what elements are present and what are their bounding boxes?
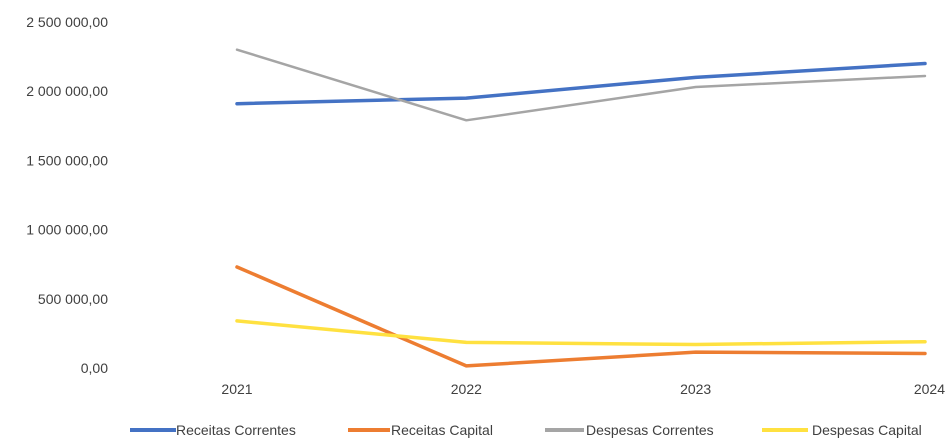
x-tick-label: 2021 bbox=[221, 381, 252, 397]
y-tick-label: 2 500 000,00 bbox=[26, 14, 108, 30]
legend: Receitas Correntes Receitas Capital Despes… bbox=[130, 422, 922, 438]
y-tick-label: 1 500 000,00 bbox=[26, 152, 108, 168]
legend-item-receitas-correntes: Receitas Correntes bbox=[130, 422, 296, 438]
x-tick-label: 2023 bbox=[680, 381, 711, 397]
legend-label: Despesas Correntes bbox=[586, 422, 714, 438]
legend-label: Despesas Capital bbox=[812, 422, 922, 438]
x-tick-label: 2024 bbox=[914, 381, 945, 397]
x-tick-label: 2022 bbox=[451, 381, 482, 397]
legend-item-receitas-capital: Receitas Capital bbox=[348, 422, 493, 438]
y-tick-label: 1 000 000,00 bbox=[26, 222, 108, 238]
y-tick-label: 2 000 000,00 bbox=[26, 83, 108, 99]
series-line-receitas-capital bbox=[235, 265, 927, 368]
series-line-despesas-capital bbox=[235, 319, 927, 347]
y-axis: 0,00 500 000,00 1 000 000,00 1 500 000,00 2 … bbox=[26, 14, 108, 376]
series-line-despesas-correntes bbox=[235, 48, 927, 122]
series-lines bbox=[235, 48, 927, 368]
x-axis: 2021 2022 2023 2024 bbox=[221, 381, 945, 397]
legend-label: Receitas Correntes bbox=[176, 422, 296, 438]
legend-label: Receitas Capital bbox=[391, 422, 493, 438]
legend-item-despesas-correntes: Despesas Correntes bbox=[545, 422, 714, 438]
series-line-receitas-correntes bbox=[235, 61, 927, 106]
y-tick-label: 0,00 bbox=[81, 360, 108, 376]
y-tick-label: 500 000,00 bbox=[38, 291, 108, 307]
legend-item-despesas-capital: Despesas Capital bbox=[762, 422, 922, 438]
